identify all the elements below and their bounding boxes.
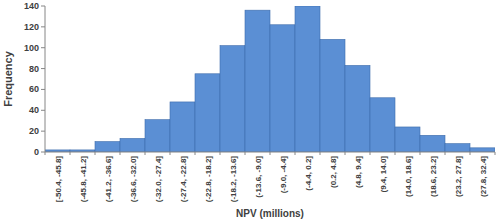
x-tick bbox=[345, 152, 346, 155]
bar bbox=[120, 138, 145, 152]
x-tick-label: (-41.2, -36.6] bbox=[104, 156, 113, 203]
y-tick bbox=[41, 110, 45, 111]
x-tick-label: [-50.4, -45.8] bbox=[54, 156, 63, 203]
bar bbox=[220, 46, 245, 152]
bar bbox=[445, 144, 470, 152]
x-tick bbox=[395, 152, 396, 155]
x-tick bbox=[420, 152, 421, 155]
y-tick-label: 80 bbox=[29, 64, 39, 74]
chart-svg: 0 20 40 60 80 100 120 140 [-50.4, -45.8] (-45.8, … bbox=[0, 0, 500, 221]
x-tick-label: (-27.4, -22.8] bbox=[179, 156, 188, 203]
x-tick-label: (18.6, 23.2] bbox=[429, 156, 438, 197]
x-tick bbox=[270, 152, 271, 155]
bar bbox=[270, 25, 295, 152]
bar bbox=[470, 148, 495, 152]
x-tick-label: (-18.2, -13.6] bbox=[229, 156, 238, 203]
y-tick-label: 120 bbox=[24, 22, 39, 32]
x-tick-label: (14.0, 18.6] bbox=[404, 156, 413, 197]
y-tick bbox=[41, 6, 45, 7]
bar bbox=[320, 39, 345, 152]
x-tick bbox=[370, 152, 371, 155]
x-tick-label: (27.8, 32.4] bbox=[479, 156, 488, 197]
x-tick bbox=[320, 152, 321, 155]
x-tick-label: (4.8, 9.4] bbox=[354, 156, 363, 188]
y-tick-label: 60 bbox=[29, 84, 39, 94]
bar bbox=[345, 65, 370, 152]
y-tick-label: 140 bbox=[24, 1, 39, 11]
y-tick-label: 100 bbox=[24, 43, 39, 53]
bar bbox=[370, 98, 395, 152]
x-tick bbox=[70, 152, 71, 155]
bar bbox=[195, 74, 220, 152]
x-tick bbox=[45, 152, 46, 155]
x-tick-label: (23.2, 27.8] bbox=[454, 156, 463, 197]
x-axis-title: NPV (millions) bbox=[236, 208, 304, 219]
bar bbox=[145, 120, 170, 152]
x-tick bbox=[170, 152, 171, 155]
bar bbox=[395, 127, 420, 152]
bar bbox=[295, 6, 320, 152]
x-tick bbox=[295, 152, 296, 155]
y-axis-line bbox=[45, 6, 46, 152]
y-tick bbox=[41, 26, 45, 27]
y-tick bbox=[41, 47, 45, 48]
x-tick-label: (0.2, 4.8] bbox=[329, 156, 338, 188]
x-tick bbox=[445, 152, 446, 155]
x-tick-label: (-13.6, -9.0] bbox=[254, 156, 263, 198]
x-tick bbox=[495, 152, 496, 155]
x-tick bbox=[220, 152, 221, 155]
y-tick bbox=[41, 131, 45, 132]
y-tick-label: 0 bbox=[34, 147, 39, 157]
x-tick bbox=[245, 152, 246, 155]
y-tick bbox=[41, 152, 45, 153]
x-tick bbox=[95, 152, 96, 155]
x-tick-label: (-4.4, 0.2] bbox=[304, 156, 313, 191]
x-tick-label: (-36.6, -32.0] bbox=[129, 156, 138, 203]
x-tick-label: (-9.0, -4.4] bbox=[279, 156, 288, 194]
y-tick bbox=[41, 68, 45, 69]
bar bbox=[420, 135, 445, 152]
x-tick-label: (9.4, 14.0] bbox=[379, 156, 388, 193]
bars bbox=[45, 6, 495, 152]
bar bbox=[245, 10, 270, 152]
y-axis-title: Frequency bbox=[2, 50, 14, 107]
bar bbox=[95, 142, 120, 152]
x-tick bbox=[470, 152, 471, 155]
x-tick bbox=[195, 152, 196, 155]
x-tick-label: (-32.0, -27.4] bbox=[154, 156, 163, 203]
chart-container: 0 20 40 60 80 100 120 140 [-50.4, -45.8] (-45.8, … bbox=[0, 0, 500, 221]
y-tick-label: 20 bbox=[29, 126, 39, 136]
y-tick-label: 40 bbox=[29, 105, 39, 115]
x-tick-label: (-45.8, -41.2] bbox=[79, 156, 88, 203]
x-tick-label: (-22.8, -18.2] bbox=[204, 156, 213, 203]
x-tick bbox=[120, 152, 121, 155]
y-tick bbox=[41, 89, 45, 90]
bar bbox=[170, 102, 195, 152]
x-tick bbox=[145, 152, 146, 155]
